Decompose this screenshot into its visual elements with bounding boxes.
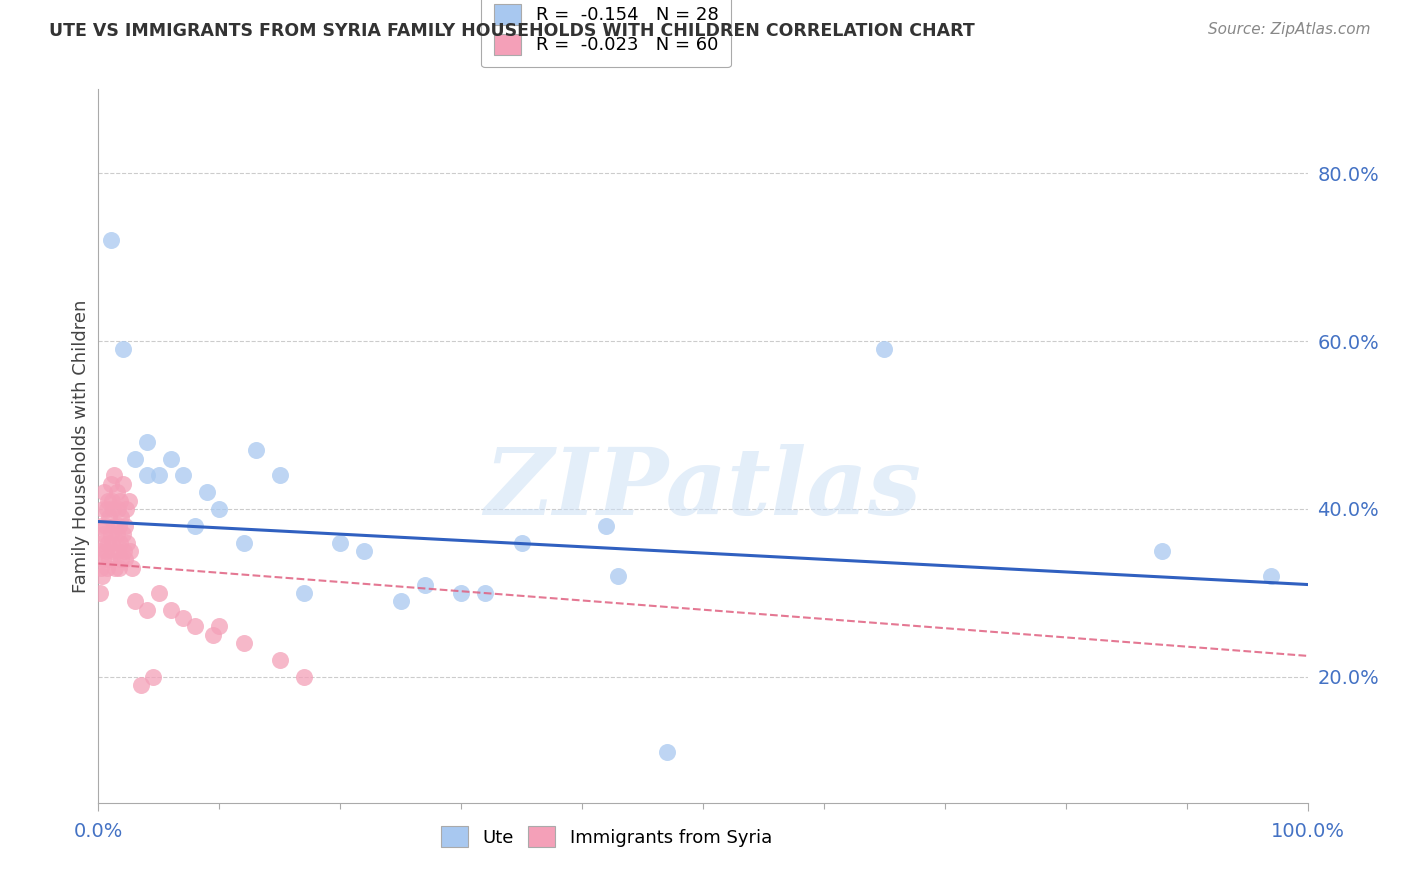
Point [94,518,117,533]
Point [655,746,678,760]
Point [135,603,157,617]
Point [117,535,139,549]
Point [292,586,315,600]
Point [110,552,132,566]
Point [107,544,129,558]
Point [104,560,127,574]
Point [98,510,121,524]
Point [91,502,114,516]
Point [202,628,225,642]
Text: ZIPatlas: ZIPatlas [485,444,921,533]
Point [329,535,352,549]
Point [172,611,194,625]
Point [208,502,231,516]
Legend: Ute, Immigrants from Syria: Ute, Immigrants from Syria [430,815,783,858]
Point [93,485,115,500]
Point [105,485,128,500]
Point [108,535,131,549]
Text: Source: ZipAtlas.com: Source: ZipAtlas.com [1208,22,1371,37]
Point [148,586,170,600]
Point [100,233,122,247]
Point [94,544,117,558]
Point [160,451,183,466]
Point [91,535,114,549]
Point [389,594,412,608]
Point [100,527,122,541]
Point [595,518,617,533]
Point [100,493,122,508]
Point [91,569,114,583]
Point [112,544,135,558]
Point [100,476,122,491]
Point [118,544,141,558]
Point [96,502,118,516]
Point [135,468,157,483]
Point [124,594,146,608]
Point [292,670,315,684]
Point [97,535,120,549]
Point [90,560,112,574]
Point [115,502,138,516]
Point [108,560,131,574]
Point [245,443,267,458]
Point [124,451,146,466]
Point [135,434,157,449]
Point [118,493,141,508]
Point [107,502,129,516]
Point [103,518,125,533]
Point [93,527,115,541]
Point [232,535,254,549]
Point [148,468,170,483]
Point [353,544,375,558]
Point [195,485,218,500]
Point [90,518,112,533]
Point [184,518,207,533]
Point [413,577,436,591]
Point [111,343,134,357]
Point [96,560,118,574]
Point [91,552,114,566]
Point [98,552,121,566]
Point [1152,544,1174,558]
Point [108,518,131,533]
Point [142,670,165,684]
Point [184,619,207,633]
Point [607,569,630,583]
Point [108,493,131,508]
Point [101,544,124,558]
Point [114,552,136,566]
Point [232,636,254,650]
Point [110,510,132,524]
Point [101,502,124,516]
Point [89,586,111,600]
Point [129,678,152,692]
Point [450,586,472,600]
Point [474,586,496,600]
Point [103,468,125,483]
Point [172,468,194,483]
Point [269,653,291,667]
Point [160,603,183,617]
Point [111,476,134,491]
Point [89,544,111,558]
Point [97,493,120,508]
Point [121,560,143,574]
Y-axis label: Family Households with Children: Family Households with Children [72,300,90,592]
Point [100,535,122,549]
Point [105,527,128,541]
Point [111,527,134,541]
Point [208,619,231,633]
Point [269,468,291,483]
Point [873,343,896,357]
Text: UTE VS IMMIGRANTS FROM SYRIA FAMILY HOUSEHOLDS WITH CHILDREN CORRELATION CHART: UTE VS IMMIGRANTS FROM SYRIA FAMILY HOUS… [49,22,974,40]
Point [510,535,533,549]
Point [1260,569,1282,583]
Point [114,518,136,533]
